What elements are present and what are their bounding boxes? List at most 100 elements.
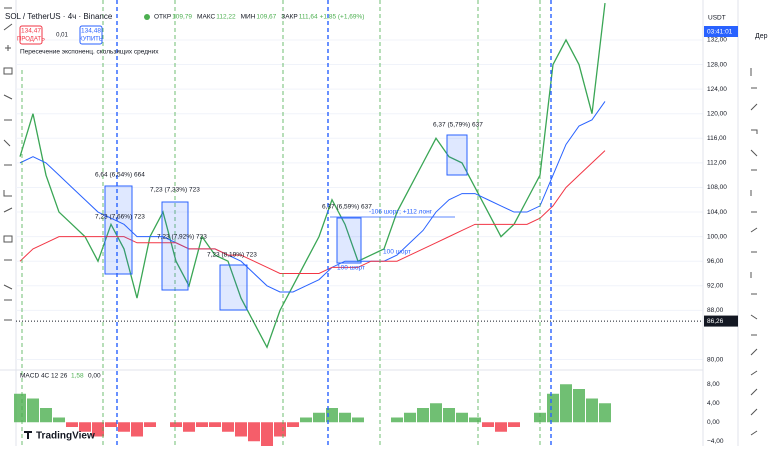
ohlc-value: 112,22 — [216, 14, 236, 21]
price-axis — [703, 0, 738, 446]
macd-bar — [456, 412, 468, 423]
measure-boxes — [104, 134, 468, 311]
macd-bar — [495, 422, 507, 432]
y-tick-label: 96,00 — [707, 258, 724, 265]
right-toolbar — [738, 0, 768, 446]
macd-bar — [235, 422, 247, 437]
ohlc-label: ЗАКР — [281, 14, 297, 21]
sell-button[interactable] — [19, 25, 43, 45]
macd-bar — [66, 422, 78, 427]
macd-tick-label: 8,00 — [707, 381, 720, 388]
y-tick-label: 120,00 — [707, 110, 727, 117]
buy-label: КУПИТЬ — [79, 37, 103, 43]
macd-bar — [170, 422, 182, 427]
macd-bar — [560, 384, 572, 423]
change: +1,85 (+1,69%) — [320, 14, 365, 21]
macd-bar — [14, 393, 26, 423]
annotation: 100 шорт — [383, 249, 411, 256]
annotation: 6,37 (6,59%) 637 — [322, 204, 372, 211]
macd-value: 1,58 — [71, 373, 84, 380]
annotation: 100 шорт — [337, 265, 365, 272]
y-tick-label: 104,00 — [707, 209, 727, 216]
macd-bar — [326, 408, 338, 423]
macd-bar — [274, 422, 286, 437]
macd-zero: 0,00 — [88, 373, 101, 380]
macd-bar — [131, 422, 143, 437]
qty: 0,01 — [56, 33, 68, 39]
annotation: 7,23 (8,19%) 723 — [207, 252, 257, 259]
macd-bar — [313, 412, 325, 423]
macd-bar — [92, 422, 104, 437]
annotation: 6,64 (6,54%) 664 — [95, 172, 145, 179]
annotation: 6,37 (5,79%) 637 — [433, 122, 483, 129]
macd-bar — [79, 422, 91, 432]
ohlc-value: 109,67 — [256, 14, 276, 21]
macd-bar — [53, 417, 65, 423]
macd-bar — [248, 422, 260, 442]
macd-bar — [430, 403, 442, 423]
macd-tick-label: 0,00 — [707, 419, 720, 426]
macd-bar — [105, 422, 117, 427]
y-tick-label: 112,00 — [707, 160, 727, 167]
annotation: 7,23 (7,33%) 723 — [150, 187, 200, 194]
macd-bar — [352, 417, 364, 423]
status-dot — [144, 14, 150, 20]
y-tick-label: 124,00 — [707, 86, 727, 93]
macd-bar — [339, 412, 351, 423]
ohlc-label: МАКС — [197, 14, 215, 21]
macd-bar — [118, 422, 130, 432]
left-tools — [3, 7, 13, 321]
marker-lines — [21, 0, 552, 446]
ema-line — [19, 150, 606, 275]
symbol[interactable]: SOL / TetherUS · 4ч · Binance — [5, 12, 113, 21]
macd-bar — [443, 408, 455, 423]
macd-bar — [40, 408, 52, 423]
timer: 03:41:01 — [707, 29, 733, 36]
macd-bar — [196, 422, 208, 427]
macd-tick-label: −4,00 — [707, 438, 724, 445]
macd-bar — [469, 417, 481, 423]
last-price: 86,26 — [707, 318, 724, 325]
ohlc-value: 109,79 — [172, 14, 192, 21]
macd-bar — [547, 393, 559, 423]
annotation: -106 шорт; +112 лонг — [369, 209, 433, 216]
currency: USDT — [708, 15, 726, 22]
annotation: 7,23 (7,66%) 723 — [95, 214, 145, 221]
macd-tick-label: 4,00 — [707, 400, 720, 407]
ohlc: ОТКР 109,79 МАКС 112,22 МИН 109,67 ЗАКР 111,64 +… — [154, 14, 364, 21]
logo-icon — [24, 431, 32, 439]
sell-label: ПРОДАТЬ — [17, 37, 45, 43]
right-tools — [750, 68, 758, 436]
last-price-badge — [704, 315, 738, 327]
y-tick-label: 132,00 — [707, 37, 727, 44]
macd-bar — [222, 422, 234, 432]
y-tick-label: 88,00 — [707, 307, 724, 314]
annotation: 7,23 (7,92%) 723 — [157, 234, 207, 241]
macd-bar — [300, 417, 312, 423]
y-tick-label: 116,00 — [707, 135, 727, 142]
macd-bar — [27, 398, 39, 423]
left-toolbar — [0, 0, 16, 446]
timer-badge — [704, 26, 738, 37]
buy-button[interactable] — [79, 25, 103, 45]
y-tick-label: 80,00 — [707, 356, 724, 363]
macd-bar — [209, 422, 221, 427]
indicator-name: Пересечение экспоненц. скользящих средни… — [20, 49, 159, 56]
macd-bar — [287, 422, 299, 427]
macd-title: MACD 4C 12 26 — [20, 373, 68, 380]
y-tick-label: 100,00 — [707, 233, 727, 240]
ema-line — [19, 101, 606, 293]
y-tick-label: 92,00 — [707, 283, 724, 290]
ohlc-label: ОТКР — [154, 14, 171, 21]
macd-bar — [183, 422, 195, 432]
ohlc-label: МИН — [241, 14, 256, 21]
macd-bar — [417, 408, 429, 423]
sell-price: 134,47 — [21, 28, 41, 35]
logo: TradingView — [36, 431, 95, 442]
ohlc-value: 111,64 — [299, 14, 318, 21]
macd-bar — [573, 389, 585, 423]
plot — [14, 2, 703, 446]
y-tick-label: 108,00 — [707, 184, 727, 191]
macd-bar — [261, 422, 273, 446]
